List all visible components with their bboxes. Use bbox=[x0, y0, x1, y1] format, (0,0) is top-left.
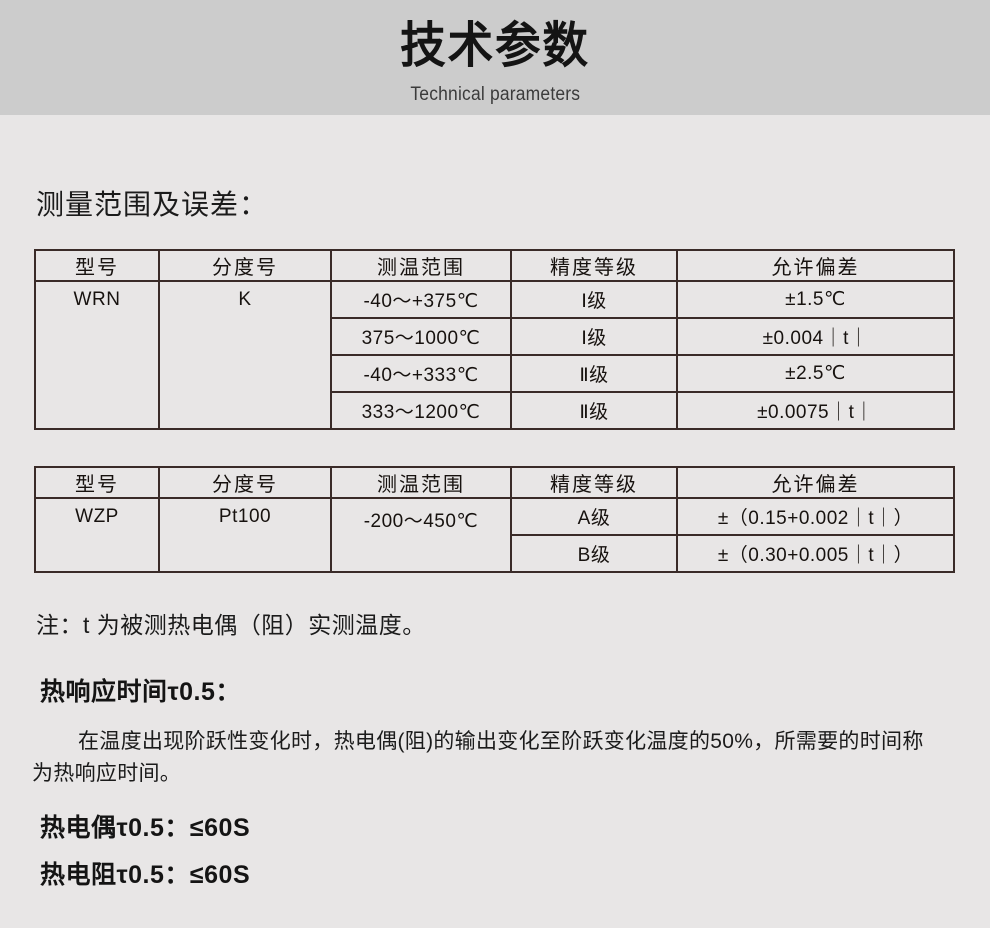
column-header-model: 型号 bbox=[34, 466, 160, 499]
cell-tolerance: ±1.5℃ bbox=[676, 280, 955, 319]
response-time-description-line1: 在温度出现阶跃性变化时，热电偶(阻)的输出变化至阶跃变化温度的50%， bbox=[78, 730, 775, 753]
table-header-row: 型号 分度号 测温范围 精度等级 允许偏差 bbox=[34, 249, 955, 282]
spec-table-rtd: 型号 分度号 测温范围 精度等级 允许偏差 WZP Pt100 -200～450… bbox=[34, 466, 955, 573]
cell-accuracy: Ⅱ级 bbox=[510, 354, 678, 393]
cell-accuracy: B级 bbox=[510, 534, 678, 573]
response-time-description: 在温度出现阶跃性变化时，热电偶(阻)的输出变化至阶跃变化温度的50%，所需要的时… bbox=[32, 726, 942, 790]
response-time-rtd: 热电阻τ0.5：≤60S bbox=[40, 861, 251, 889]
cell-range: -40～+333℃ bbox=[330, 354, 512, 393]
table-row: 375～1000℃ Ⅰ级 ±0.004｜t｜ bbox=[35, 317, 955, 356]
section-heading-response-time: 热响应时间τ0.5： bbox=[40, 678, 241, 706]
page-title: 技术参数 bbox=[400, 19, 590, 73]
cell-range: -200～450℃ bbox=[330, 497, 512, 573]
cell-range: 375～1000℃ bbox=[330, 317, 512, 356]
column-header-graduation: 分度号 bbox=[158, 249, 332, 282]
table-row: WZP Pt100 -200～450℃ A级 ±（0.15+0.002｜t｜） bbox=[34, 497, 955, 573]
table-row: WRN K -40～+375℃ Ⅰ级 ±1.5℃ bbox=[34, 280, 955, 430]
column-header-tolerance: 允许偏差 bbox=[676, 466, 955, 499]
cell-model: WRN bbox=[34, 280, 160, 430]
cell-accuracy: Ⅱ级 bbox=[510, 391, 678, 430]
cell-tolerance: ±0.004｜t｜ bbox=[676, 317, 955, 356]
cell-tolerance: ±2.5℃ bbox=[676, 354, 955, 393]
column-header-accuracy: 精度等级 bbox=[510, 249, 678, 282]
response-time-description-line2: 所需要的时间称为热响应时间。 bbox=[32, 730, 924, 785]
column-header-range: 测温范围 bbox=[330, 249, 512, 282]
response-time-thermocouple: 热电偶τ0.5：≤60S bbox=[40, 814, 251, 842]
cell-range: 333～1200℃ bbox=[330, 391, 512, 430]
table-row: -40～+333℃ Ⅱ级 ±2.5℃ bbox=[35, 354, 955, 393]
page-subtitle: Technical parameters bbox=[410, 84, 580, 105]
cell-tolerance: ±（0.30+0.005｜t｜） bbox=[676, 534, 955, 573]
table-row: 333～1200℃ Ⅱ级 ±0.0075｜t｜ bbox=[35, 391, 955, 430]
cell-model: WZP bbox=[34, 497, 160, 573]
cell-accuracy: A级 bbox=[510, 497, 678, 536]
cell-accuracy: Ⅰ级 bbox=[510, 317, 678, 356]
table-row: B级 ±（0.30+0.005｜t｜） bbox=[35, 534, 955, 573]
cell-tolerance: ±（0.15+0.002｜t｜） bbox=[676, 497, 955, 536]
column-header-range: 测温范围 bbox=[330, 466, 512, 499]
cell-graduation: K bbox=[158, 280, 332, 430]
page-banner: 技术参数 Technical parameters bbox=[0, 0, 990, 115]
table-header-row: 型号 分度号 测温范围 精度等级 允许偏差 bbox=[34, 466, 955, 499]
cell-graduation: Pt100 bbox=[158, 497, 332, 573]
column-header-graduation: 分度号 bbox=[158, 466, 332, 499]
table-note: 注：t 为被测热电偶（阻）实测温度。 bbox=[36, 612, 426, 638]
section-heading-measurement-range: 测量范围及误差： bbox=[36, 189, 269, 220]
column-header-model: 型号 bbox=[34, 249, 160, 282]
cell-tolerance: ±0.0075｜t｜ bbox=[676, 391, 955, 430]
spec-table-thermocouple: 型号 分度号 测温范围 精度等级 允许偏差 WRN K -40～+375℃ Ⅰ级… bbox=[34, 249, 955, 430]
cell-accuracy: Ⅰ级 bbox=[510, 280, 678, 319]
column-header-tolerance: 允许偏差 bbox=[676, 249, 955, 282]
cell-range: -40～+375℃ bbox=[330, 280, 512, 319]
column-header-accuracy: 精度等级 bbox=[510, 466, 678, 499]
